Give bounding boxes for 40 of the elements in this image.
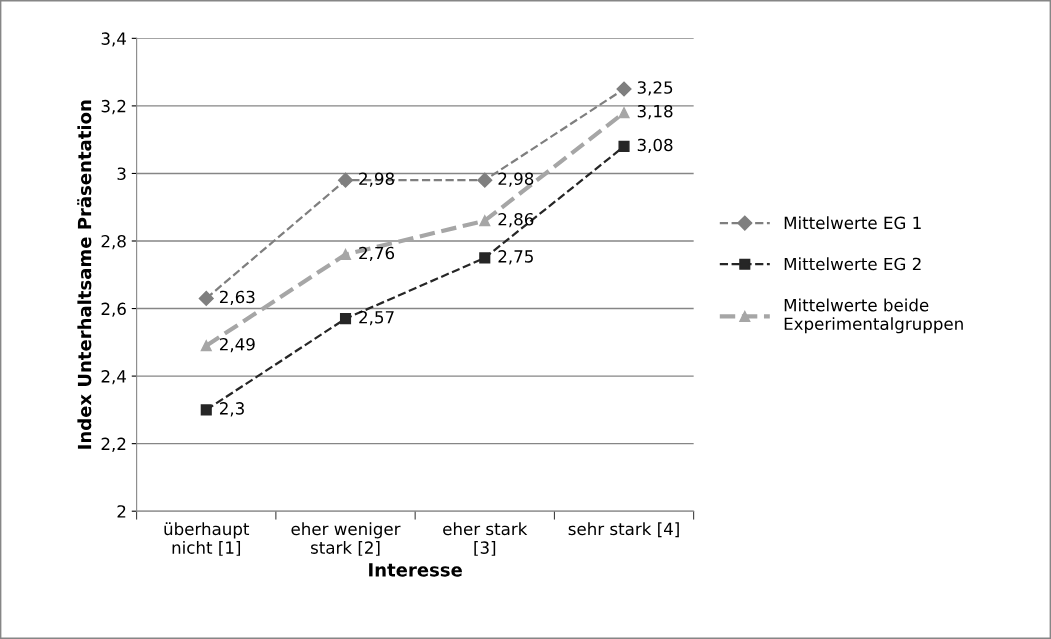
point xyxy=(618,140,630,152)
point xyxy=(479,215,491,227)
data-label: 2,75 xyxy=(498,250,533,265)
legend-label: Mittelwerte beide Experimentalgruppen xyxy=(784,298,963,334)
point xyxy=(616,81,632,97)
data-label: 3,25 xyxy=(637,81,673,96)
legend-label: Mittelwerte EG 1 xyxy=(784,216,921,230)
y-tick-label: 3,2 xyxy=(101,99,126,115)
y-tick-label: 3,4 xyxy=(101,32,126,47)
y-tick-label: 2,8 xyxy=(101,234,126,250)
data-label: 2,76 xyxy=(359,246,395,262)
x-tick-label: überhaupt nicht [1] xyxy=(164,522,250,556)
data-label: 2,98 xyxy=(359,172,394,187)
data-label: 2,98 xyxy=(498,172,534,187)
point xyxy=(479,252,491,264)
point xyxy=(618,107,630,119)
data-label: 2,49 xyxy=(219,337,255,353)
point xyxy=(477,172,493,188)
y-tick-label: 2,4 xyxy=(101,370,126,385)
y-axis-title: Index Unterhaltsame Präsentation xyxy=(77,100,92,449)
x-tick-label: eher weniger stark [2] xyxy=(291,522,401,556)
data-label: 3,18 xyxy=(637,104,673,120)
y-tick-label: 2 xyxy=(117,505,126,518)
data-label: 3,08 xyxy=(637,138,673,153)
y-tick-label: 2,6 xyxy=(101,302,126,317)
data-label: 2,57 xyxy=(359,310,394,326)
data-label: 2,86 xyxy=(498,212,534,228)
point xyxy=(339,313,352,325)
legend-label: Mittelwerte EG 2 xyxy=(784,257,921,271)
data-label: 2,3 xyxy=(219,402,244,417)
point xyxy=(337,172,354,188)
point xyxy=(198,290,214,306)
data-label: 2,63 xyxy=(219,290,255,305)
point xyxy=(200,340,212,352)
point xyxy=(200,404,212,416)
y-tick-label: 3 xyxy=(117,167,126,181)
x-tick-label: eher stark [3] xyxy=(443,522,528,556)
y-tick-label: 2,2 xyxy=(101,437,126,452)
x-axis-title: Interesse xyxy=(369,563,462,577)
x-tick-label: sehr stark [4] xyxy=(568,522,679,538)
